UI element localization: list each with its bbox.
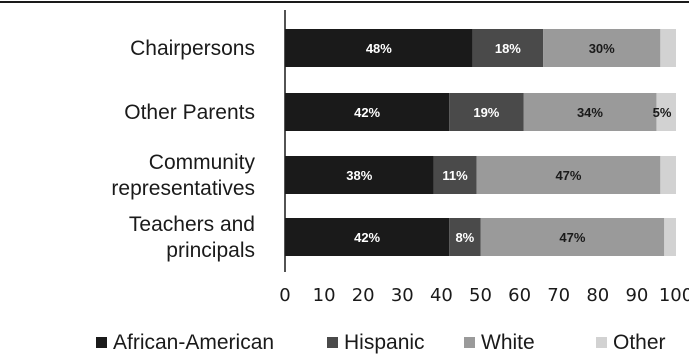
legend-swatch [596, 337, 607, 348]
x-tick-label: 10 [313, 285, 336, 306]
bars-layer: 48% 18% 30% 42% 19% 34% 5% 38% 11% 47% 42% 8% 47% [285, 29, 676, 256]
data-label: 47% [555, 168, 581, 183]
legend-swatch [327, 337, 338, 348]
x-tick-label: 0 [279, 285, 290, 306]
category-label: representatives [111, 177, 255, 200]
x-axis-ticks: 0 10 20 30 40 50 60 70 80 90 100 [279, 285, 689, 306]
legend-label: Other [613, 331, 666, 354]
category-label: Other Parents [124, 101, 255, 124]
bar-segment [656, 93, 676, 131]
bar-segment [433, 156, 477, 194]
bar-segment [285, 29, 473, 67]
bar-segment [472, 29, 544, 67]
bar-segment [664, 218, 676, 256]
legend-swatch [464, 337, 475, 348]
bar-segment [476, 156, 661, 194]
x-tick-label: 30 [391, 285, 414, 306]
category-label: Community [149, 151, 256, 174]
data-label: 48% [366, 41, 392, 56]
legend-label: White [481, 331, 535, 354]
x-tick-label: 20 [352, 285, 375, 306]
data-label: 34% [577, 105, 603, 120]
bar-segment [523, 93, 657, 131]
bar-segment [543, 29, 661, 67]
data-label: 38% [346, 168, 372, 183]
category-label: Chairpersons [130, 37, 255, 60]
bar-segment [285, 218, 450, 256]
legend: African-American Hispanic White Other [96, 331, 666, 354]
bar-segment [285, 156, 434, 194]
bar-segment [660, 156, 676, 194]
x-tick-label: 60 [508, 285, 531, 306]
x-tick-label: 50 [469, 285, 492, 306]
data-label: 47% [559, 230, 585, 245]
legend-label: Hispanic [344, 331, 425, 354]
data-label: 18% [495, 41, 521, 56]
x-tick-label: 70 [547, 285, 570, 306]
x-tick-label: 80 [586, 285, 609, 306]
data-label: 5% [653, 105, 672, 120]
category-label: Teachers and [129, 213, 255, 236]
x-tick-label: 40 [430, 285, 453, 306]
x-tick-label: 100 [659, 285, 689, 306]
category-label: principals [166, 239, 255, 262]
bar-segment [660, 29, 676, 67]
x-tick-label: 90 [625, 285, 648, 306]
bar-segment [480, 218, 665, 256]
data-label: 8% [455, 230, 474, 245]
bar-segment [449, 93, 524, 131]
data-label: 42% [354, 105, 380, 120]
legend-label: African-American [113, 331, 274, 354]
data-label: 30% [589, 41, 615, 56]
data-label: 11% [442, 168, 468, 183]
bar-segment [285, 93, 450, 131]
data-label: 42% [354, 230, 380, 245]
category-labels: Chairpersons Other Parents Community repres… [111, 37, 255, 262]
bar-segment [449, 218, 481, 256]
legend-swatch [96, 337, 107, 348]
data-label: 19% [473, 105, 499, 120]
